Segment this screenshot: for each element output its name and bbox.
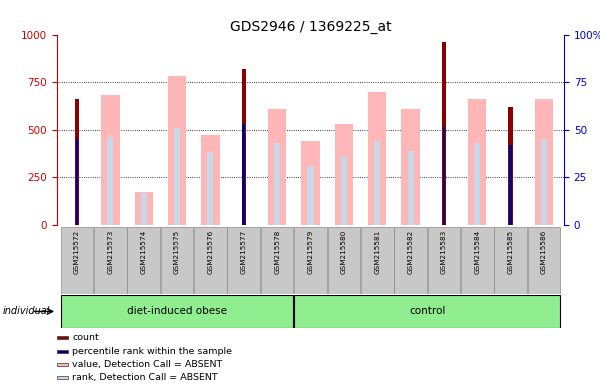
Bar bbox=[242, 124, 245, 225]
Text: GSM215585: GSM215585 bbox=[508, 230, 514, 274]
Bar bbox=[274, 143, 280, 225]
Text: GSM215583: GSM215583 bbox=[441, 230, 447, 274]
Bar bbox=[294, 227, 327, 294]
Bar bbox=[61, 295, 293, 328]
Bar bbox=[494, 227, 527, 294]
Text: individual: individual bbox=[3, 306, 50, 316]
Bar bbox=[242, 69, 246, 225]
Bar bbox=[541, 139, 547, 225]
Text: GSM215586: GSM215586 bbox=[541, 230, 547, 274]
Text: GSM215576: GSM215576 bbox=[208, 230, 214, 274]
Bar bbox=[61, 227, 94, 294]
Text: rank, Detection Call = ABSENT: rank, Detection Call = ABSENT bbox=[72, 373, 218, 382]
Title: GDS2946 / 1369225_at: GDS2946 / 1369225_at bbox=[230, 20, 391, 33]
Bar bbox=[509, 145, 512, 225]
Bar bbox=[401, 109, 420, 225]
Bar bbox=[127, 227, 160, 294]
Text: GSM215573: GSM215573 bbox=[107, 230, 113, 274]
Bar bbox=[341, 156, 347, 225]
Bar bbox=[368, 92, 386, 225]
Text: GSM215581: GSM215581 bbox=[374, 230, 380, 274]
Text: GSM215577: GSM215577 bbox=[241, 230, 247, 274]
Bar bbox=[428, 227, 460, 294]
Bar bbox=[394, 227, 427, 294]
Text: percentile rank within the sample: percentile rank within the sample bbox=[72, 347, 232, 356]
Text: GSM215578: GSM215578 bbox=[274, 230, 280, 274]
Bar bbox=[141, 193, 147, 225]
Bar bbox=[76, 139, 79, 225]
Text: diet-induced obese: diet-induced obese bbox=[127, 306, 227, 316]
Bar bbox=[443, 126, 445, 225]
Text: GSM215574: GSM215574 bbox=[141, 230, 147, 274]
Text: GSM215580: GSM215580 bbox=[341, 230, 347, 274]
Bar bbox=[194, 227, 227, 294]
Bar bbox=[57, 350, 68, 353]
Bar bbox=[374, 141, 380, 225]
Bar bbox=[468, 99, 487, 225]
Bar bbox=[174, 128, 180, 225]
Bar bbox=[57, 336, 68, 339]
Bar bbox=[461, 227, 494, 294]
Bar bbox=[268, 109, 286, 225]
Bar bbox=[407, 151, 413, 225]
Text: control: control bbox=[409, 306, 445, 316]
Bar bbox=[328, 227, 360, 294]
Bar bbox=[94, 227, 127, 294]
Bar bbox=[134, 192, 153, 225]
Text: GSM215582: GSM215582 bbox=[407, 230, 413, 274]
Bar bbox=[474, 143, 480, 225]
Bar bbox=[168, 76, 186, 225]
Bar bbox=[307, 166, 314, 225]
Bar bbox=[57, 376, 68, 379]
Bar bbox=[294, 295, 560, 328]
Bar bbox=[75, 99, 79, 225]
Bar bbox=[442, 42, 446, 225]
Bar bbox=[301, 141, 320, 225]
Text: count: count bbox=[72, 333, 99, 342]
Bar bbox=[527, 227, 560, 294]
Bar bbox=[535, 99, 553, 225]
Text: GSM215575: GSM215575 bbox=[174, 230, 180, 274]
Bar bbox=[107, 137, 113, 225]
Bar bbox=[57, 363, 68, 366]
Bar bbox=[101, 95, 119, 225]
Text: GSM215584: GSM215584 bbox=[474, 230, 480, 274]
Text: GSM215572: GSM215572 bbox=[74, 230, 80, 274]
Bar bbox=[227, 227, 260, 294]
Bar bbox=[361, 227, 394, 294]
Bar bbox=[335, 124, 353, 225]
Text: value, Detection Call = ABSENT: value, Detection Call = ABSENT bbox=[72, 360, 223, 369]
Bar bbox=[261, 227, 293, 294]
Bar bbox=[161, 227, 193, 294]
Bar bbox=[508, 107, 513, 225]
Bar bbox=[201, 135, 220, 225]
Bar bbox=[208, 152, 214, 225]
Text: GSM215579: GSM215579 bbox=[308, 230, 314, 274]
